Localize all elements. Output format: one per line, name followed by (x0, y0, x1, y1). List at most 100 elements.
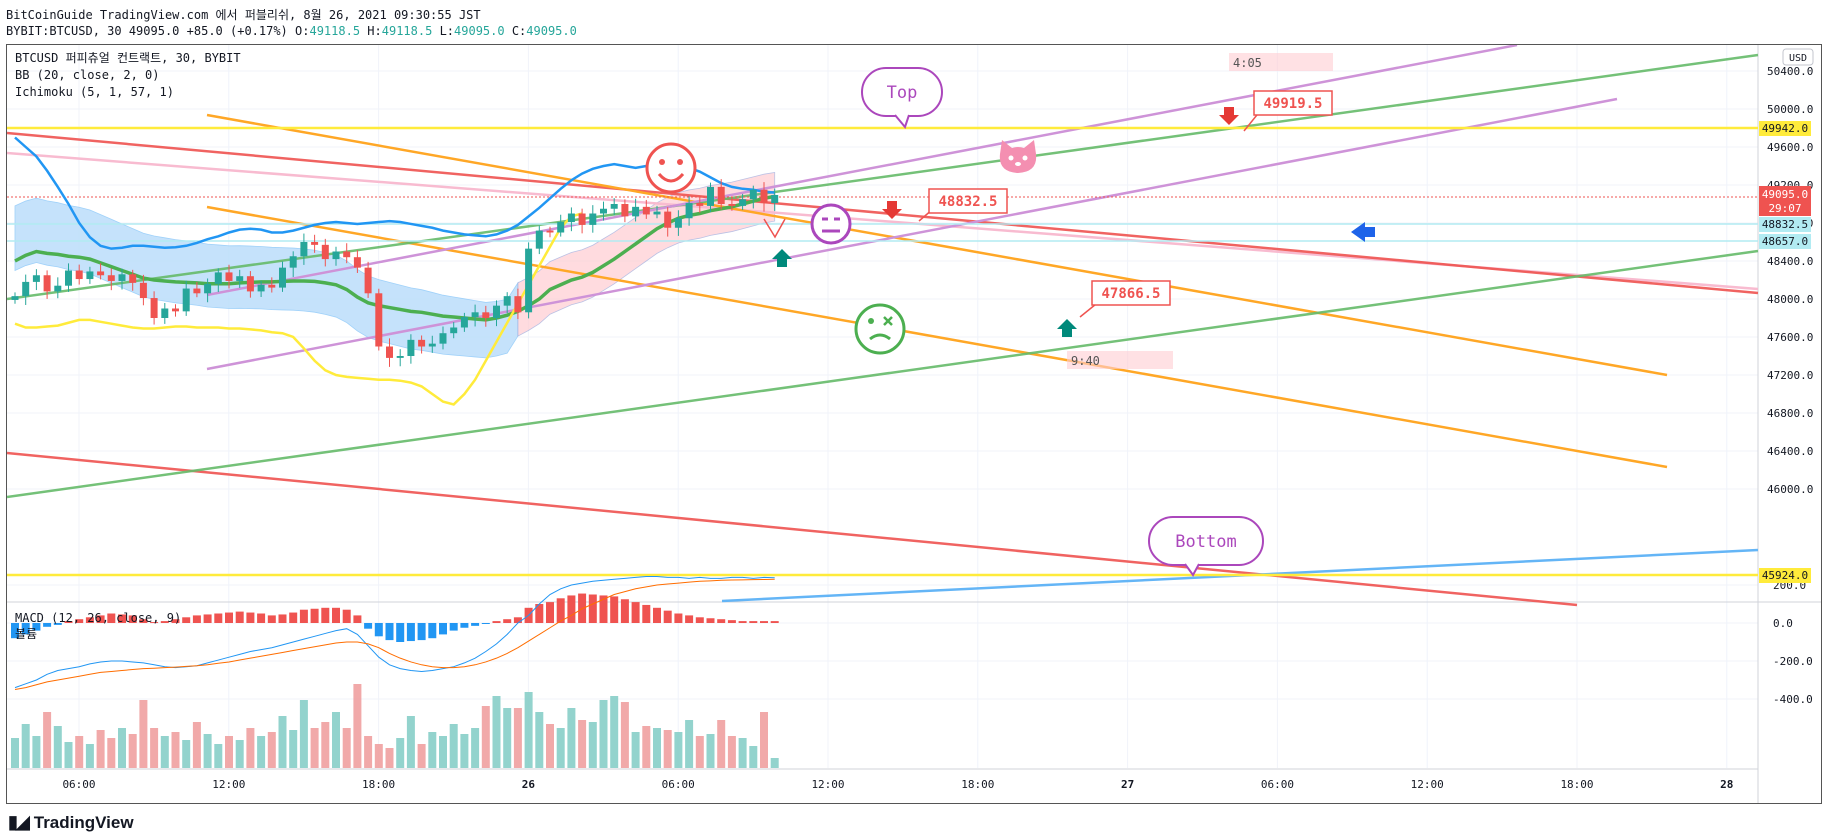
price-tick-label: 46400.0 (1767, 445, 1813, 458)
candle-body (503, 296, 511, 306)
macd-histogram-bar (653, 607, 661, 623)
candle-body (567, 213, 575, 223)
volume-bar (85, 744, 94, 768)
cat-face-icon[interactable] (999, 140, 1037, 173)
signal-line (14, 578, 775, 690)
last-price: 49095.0 (128, 24, 180, 38)
trendline-orange-upper[interactable] (206, 113, 1668, 377)
price-callout-2-label: 48832.5 (938, 194, 997, 210)
time-tick-label: 18:00 (961, 778, 994, 791)
trendline-green-upper[interactable] (6, 53, 1759, 301)
top-callout[interactable]: Top (861, 67, 943, 130)
trendline-orange-lower[interactable] (206, 205, 1668, 469)
volume-bar (278, 716, 287, 768)
candle-body (760, 189, 768, 204)
volume-bar (428, 732, 437, 768)
neutral-face-icon[interactable] (810, 203, 852, 245)
candle-body (279, 267, 286, 288)
brand-name: TradingView (33, 812, 134, 832)
macd-histogram-bar (353, 615, 362, 623)
volume-bar (760, 712, 768, 768)
dizzy-face-icon[interactable] (854, 303, 906, 355)
arrow-down-red-icon[interactable] (1219, 107, 1239, 125)
bottom-callout[interactable]: Bottom (1148, 516, 1264, 577)
volume-bar (32, 736, 41, 768)
volume-bar (738, 738, 747, 768)
candle-body (118, 274, 126, 281)
macd-histogram-bar (567, 595, 576, 623)
volume-bar (727, 736, 736, 768)
candle-body (11, 296, 19, 300)
time-range-box-1[interactable] (1229, 53, 1333, 71)
annotations[interactable]: 4:05 9:40 Top Bottom 49919.5 48832.5 478… (645, 53, 1375, 577)
volume-bar (75, 736, 84, 768)
volume-bar (214, 744, 223, 768)
macd-histogram-bar (96, 615, 105, 623)
time-label-2: 9:40 (1071, 354, 1100, 368)
drawings[interactable] (6, 43, 1759, 607)
macd-histogram-bar (663, 610, 672, 623)
volume-bar (364, 736, 373, 768)
arrow-up-teal-icon[interactable] (772, 249, 792, 267)
chart-frame[interactable]: 4:05 9:40 Top Bottom 49919.5 48832.5 478… (6, 43, 1822, 804)
volume-bar (171, 732, 180, 768)
time-tick-label: 27 (1121, 778, 1134, 791)
smiley-face-icon[interactable] (645, 142, 697, 194)
volume-bar (471, 728, 480, 768)
trendline-green-lower[interactable] (6, 249, 1759, 499)
macd-histogram-bar (11, 623, 19, 639)
trendline-red-upper[interactable] (6, 131, 1759, 295)
candle-body (578, 213, 586, 225)
candle-body (386, 346, 393, 358)
tag-upper-level: 49942.0 (1762, 122, 1808, 135)
open-value: 49118.5 (309, 24, 361, 38)
macd-histogram-bar (706, 618, 715, 623)
time-range-box-2[interactable] (1067, 351, 1173, 369)
candle-body (546, 230, 554, 233)
time-axis[interactable]: 06:00 12:00 18:00 26 06:00 12:00 18:00 27 06:00 1… (7, 768, 1758, 791)
candle-body (535, 230, 543, 249)
price-callout-1[interactable]: 49919.5 (1243, 90, 1333, 132)
volume-bar (717, 720, 726, 768)
candle-body (707, 186, 714, 206)
macd-histogram-bar (364, 623, 373, 629)
volume-bar (588, 722, 597, 768)
time-tick-label: 06:00 (62, 778, 95, 791)
candle-body (439, 333, 447, 344)
arrow-up-teal-icon[interactable] (1057, 319, 1077, 337)
candle-body (236, 276, 244, 281)
price-tags: 49942.0 49095.0 29:07 48832.5 48657.0 45… (1759, 121, 1811, 583)
candle-body (739, 199, 747, 206)
tag-lower-level: 45924.0 (1762, 569, 1808, 582)
volume-bar (289, 730, 298, 768)
volume-bar (556, 728, 565, 768)
arrow-left-blue-icon[interactable] (1351, 222, 1375, 242)
volume-bar (43, 712, 52, 768)
price-axis[interactable]: 46000.0 46400.0 46800.0 47200.0 47600.0 48000… (1767, 65, 1813, 706)
macd-histogram-bar (342, 609, 351, 623)
arrow-down-red-icon[interactable] (882, 201, 902, 219)
chevron-marker-icon[interactable] (763, 218, 786, 239)
macd-tick-label: -400.0 (1773, 693, 1813, 706)
volume-bar (631, 732, 640, 768)
candle-body (728, 204, 736, 206)
macd-histogram-bar (535, 604, 544, 623)
ichimoku-cloud (14, 171, 776, 359)
trendline-red-lower[interactable] (6, 451, 1578, 607)
trendline-violet-upper[interactable] (206, 43, 1518, 297)
currency-badge[interactable]: USD (1782, 48, 1814, 66)
macd-histogram-bar (310, 608, 319, 623)
price-callout-2[interactable]: 48832.5 (918, 188, 1008, 222)
macd-line (14, 575, 775, 689)
candle-body (86, 271, 94, 280)
macd-histogram-bar (214, 613, 223, 623)
candle-body (396, 356, 404, 358)
time-tick-label: 18:00 (362, 778, 395, 791)
chart-svg[interactable]: 4:05 9:40 Top Bottom 49919.5 48832.5 478… (6, 43, 1821, 803)
macd-histogram-bar (695, 617, 704, 623)
legend-symbol: BTCUSD 퍼피츄얼 컨트랙트, 30, BYBIT (15, 51, 241, 65)
macd-histogram-bar (43, 623, 52, 627)
tradingview-logo[interactable]: ▮◢ TradingView (8, 812, 134, 833)
trendline-violet-lower[interactable] (206, 97, 1618, 371)
price-callout-3[interactable]: 47866.5 (1079, 280, 1171, 318)
